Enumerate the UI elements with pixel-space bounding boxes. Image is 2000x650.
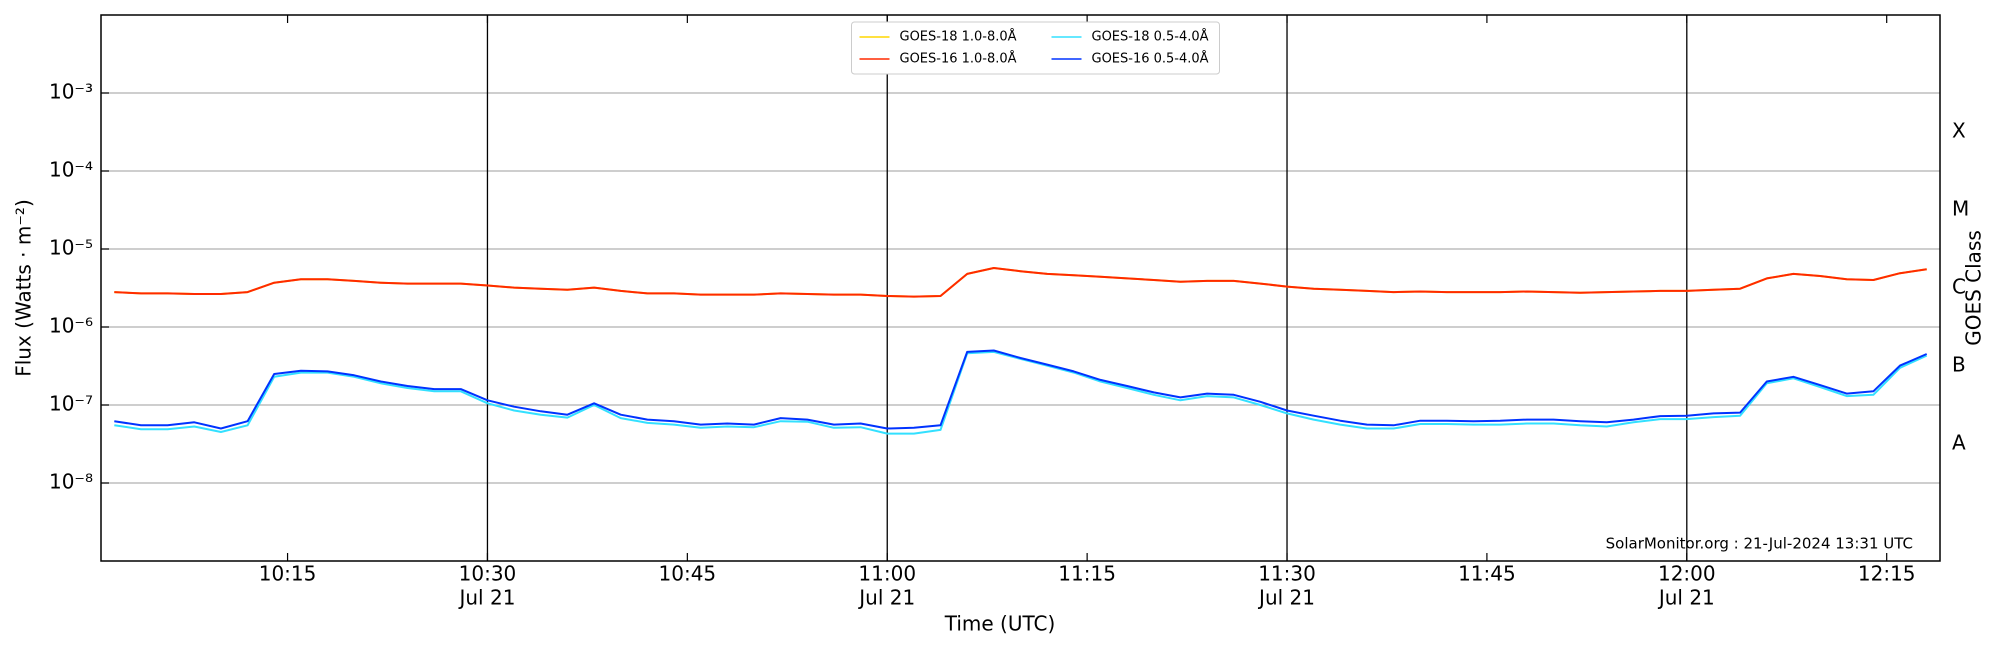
y-tick-label: 10⁻⁵	[49, 236, 93, 260]
x-tick-date: Jul 21	[457, 586, 515, 610]
x-tick-label: 10:15	[259, 562, 317, 586]
x-tick-label: 11:45	[1458, 562, 1516, 586]
x-axis-label: Time (UTC)	[944, 612, 1056, 636]
plot-frame	[100, 14, 1941, 562]
x-tick-date: Jul 21	[1257, 586, 1315, 610]
legend-box	[851, 21, 1220, 75]
legend-label: GOES-18 0.5-4.0Å	[1092, 29, 1209, 45]
annotation: SolarMonitor.org : 21-Jul-2024 13:31 UTC	[1606, 535, 1913, 553]
x-tick-label: 11:30	[1258, 562, 1316, 586]
y2-tick-label: A	[1952, 431, 1966, 455]
x-tick-date: Jul 21	[1657, 586, 1715, 610]
x-tick-label: 11:15	[1058, 562, 1116, 586]
x-tick-label: 12:15	[1858, 562, 1916, 586]
legend-label: GOES-18 1.0-8.0Å	[900, 29, 1017, 45]
y-axis-label: Flux (Watts · m⁻²)	[12, 199, 36, 377]
y-tick-label: 10⁻⁷	[49, 392, 93, 416]
y2-tick-label: M	[1952, 197, 1969, 221]
x-tick-label: 10:45	[659, 562, 717, 586]
x-tick-label: 11:00	[858, 562, 916, 586]
x-tick-label: 12:00	[1658, 562, 1716, 586]
y2-axis-label: GOES Class	[1962, 230, 1986, 346]
y-tick-label: 10⁻⁶	[49, 314, 93, 338]
y2-tick-label: X	[1952, 119, 1966, 143]
legend-label: GOES-16 0.5-4.0Å	[1092, 51, 1209, 67]
y-tick-label: 10⁻⁴	[49, 158, 93, 182]
legend-label: GOES-16 1.0-8.0Å	[900, 51, 1017, 67]
x-tick-date: Jul 21	[857, 586, 915, 610]
y-tick-label: 10⁻⁸	[49, 470, 93, 494]
x-tick-label: 10:30	[459, 562, 517, 586]
series-line	[114, 350, 1928, 435]
y2-tick-label: B	[1952, 353, 1966, 377]
legend: GOES-18 1.0-8.0Å GOES-16 1.0-8.0Å GOES-18 …	[851, 21, 1220, 75]
series-line	[114, 349, 1928, 430]
y-tick-label: 10⁻³	[49, 80, 93, 104]
y2-tick-label: C	[1952, 275, 1966, 299]
series-line	[114, 267, 1927, 298]
